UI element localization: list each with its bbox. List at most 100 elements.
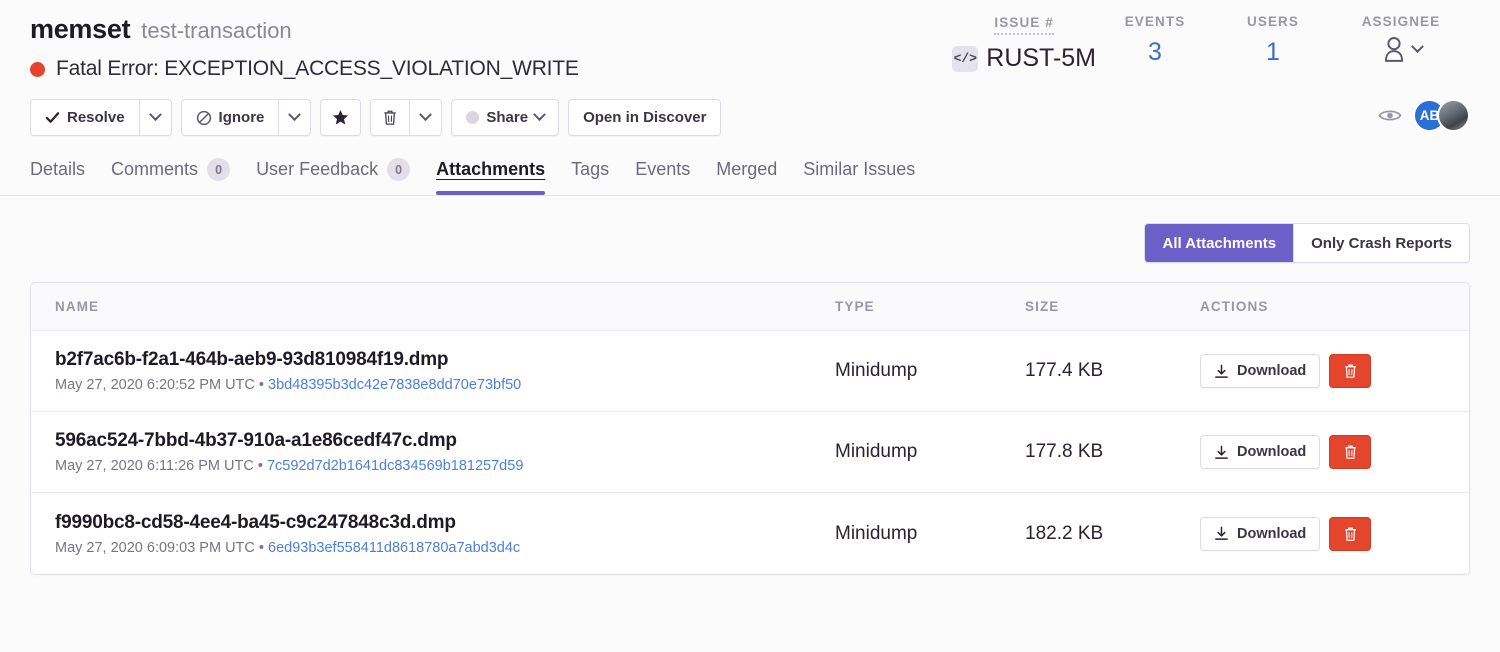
cell-name: b2f7ac6b-f2a1-464b-aeb9-93d810984f19.dmp… bbox=[55, 349, 835, 393]
check-icon bbox=[45, 112, 60, 123]
issue-tabs: Details Comments 0 User Feedback 0 Attac… bbox=[0, 136, 1500, 196]
resolve-button-group: Resolve bbox=[30, 99, 172, 136]
user-outline-icon bbox=[1384, 37, 1403, 62]
ignore-button[interactable]: Ignore bbox=[180, 99, 280, 136]
header-type: TYPE bbox=[835, 299, 875, 314]
issue-right-tools: AB bbox=[1378, 99, 1470, 132]
chevron-down-icon bbox=[419, 108, 433, 122]
download-label: Download bbox=[1237, 444, 1307, 460]
download-button[interactable]: Download bbox=[1200, 354, 1321, 388]
chevron-down-icon bbox=[1410, 39, 1424, 53]
avatar-stack: AB bbox=[1413, 99, 1470, 132]
chevron-down-icon bbox=[288, 108, 302, 122]
star-icon bbox=[333, 109, 349, 125]
cell-name: 596ac524-7bbd-4b37-910a-a1e86cedf47c.dmp… bbox=[55, 430, 835, 474]
delete-attachment-button[interactable] bbox=[1329, 516, 1372, 551]
header-actions: ACTIONS bbox=[1200, 299, 1269, 314]
attachments-table-header: NAME TYPE SIZE ACTIONS bbox=[31, 283, 1469, 331]
delete-attachment-button[interactable] bbox=[1329, 435, 1372, 469]
metric-events-value[interactable]: 3 bbox=[1148, 38, 1162, 66]
cell-actions: Download bbox=[1200, 516, 1445, 551]
table-row: 596ac524-7bbd-4b37-910a-a1e86cedf47c.dmp… bbox=[31, 412, 1469, 493]
bookmark-button[interactable] bbox=[320, 99, 362, 136]
chevron-down-icon bbox=[148, 108, 162, 122]
issue-error-row: Fatal Error: EXCEPTION_ACCESS_VIOLATION_… bbox=[30, 57, 1470, 81]
trash-icon bbox=[1344, 364, 1356, 378]
meta-separator: • bbox=[257, 458, 263, 474]
cell-actions: Download bbox=[1200, 354, 1445, 388]
resolve-dropdown-button[interactable] bbox=[139, 99, 172, 136]
tab-details-label: Details bbox=[30, 159, 86, 179]
tab-attachments[interactable]: Attachments bbox=[436, 153, 546, 195]
issue-action-bar: Resolve Ignore bbox=[0, 81, 1500, 136]
delete-dropdown-button[interactable] bbox=[410, 99, 443, 136]
circle-dot-icon bbox=[466, 111, 480, 124]
metric-events: EVENTS 3 bbox=[1096, 14, 1214, 67]
filter-all-attachments[interactable]: All Attachments bbox=[1145, 224, 1294, 262]
cell-name: f9990bc8-cd58-4ee4-ba45-c9c247848c3d.dmp… bbox=[55, 512, 835, 556]
share-label: Share bbox=[486, 109, 529, 126]
issue-header: memset test-transaction Fatal Error: EXC… bbox=[0, 0, 1500, 81]
tab-merged[interactable]: Merged bbox=[716, 153, 777, 194]
tab-details[interactable]: Details bbox=[30, 153, 85, 194]
download-icon bbox=[1215, 526, 1228, 540]
attachment-meta: May 27, 2020 6:20:52 PM UTC • 3bd48395b3… bbox=[55, 377, 835, 393]
attachment-filename: f9990bc8-cd58-4ee4-ba45-c9c247848c3d.dmp bbox=[55, 511, 456, 533]
meta-separator: • bbox=[258, 539, 264, 556]
avatar-photo[interactable] bbox=[1437, 99, 1470, 132]
table-row: b2f7ac6b-f2a1-464b-aeb9-93d810984f19.dmp… bbox=[31, 331, 1469, 412]
resolve-button[interactable]: Resolve bbox=[30, 99, 140, 136]
tab-similar-issues[interactable]: Similar Issues bbox=[803, 153, 915, 194]
metric-users-label: USERS bbox=[1246, 14, 1299, 29]
attachment-meta: May 27, 2020 6:09:03 PM UTC • 6ed93b3ef5… bbox=[55, 540, 835, 556]
tab-tags[interactable]: Tags bbox=[571, 153, 609, 194]
metric-users-value[interactable]: 1 bbox=[1266, 38, 1280, 66]
cell-actions: Download bbox=[1200, 435, 1445, 469]
download-button[interactable]: Download bbox=[1200, 516, 1321, 551]
issue-title-row: memset test-transaction bbox=[30, 14, 1470, 45]
attachment-event-link[interactable]: 3bd48395b3dc42e7838e8dd70e73bf50 bbox=[268, 377, 522, 393]
tab-merged-label: Merged bbox=[716, 159, 778, 179]
cell-type: Minidump bbox=[835, 441, 918, 462]
download-button[interactable]: Download bbox=[1200, 435, 1321, 469]
tab-user-feedback[interactable]: User Feedback 0 bbox=[256, 152, 411, 195]
chevron-down-icon bbox=[533, 108, 546, 122]
eye-icon[interactable] bbox=[1378, 107, 1402, 124]
cell-size: 177.4 KB bbox=[1025, 360, 1104, 381]
header-size: SIZE bbox=[1025, 299, 1060, 314]
tab-user-feedback-badge: 0 bbox=[387, 158, 411, 181]
attachment-filename: b2f7ac6b-f2a1-464b-aeb9-93d810984f19.dmp bbox=[55, 349, 449, 370]
metric-issue-value: RUST-5M bbox=[986, 44, 1096, 72]
metric-issue-value-wrap: </> RUST-5M bbox=[952, 44, 1096, 73]
attachment-filter-group: All Attachments Only Crash Reports bbox=[1144, 223, 1470, 263]
delete-button-group bbox=[370, 99, 443, 136]
filter-only-crash-reports[interactable]: Only Crash Reports bbox=[1293, 224, 1469, 262]
tab-tags-label: Tags bbox=[571, 159, 610, 179]
attachment-timestamp: May 27, 2020 6:20:52 PM UTC bbox=[55, 377, 255, 393]
tab-attachments-label: Attachments bbox=[436, 159, 546, 179]
meta-separator: • bbox=[258, 377, 264, 393]
trash-icon bbox=[384, 110, 397, 125]
tab-comments[interactable]: Comments 0 bbox=[111, 152, 231, 195]
header-name: NAME bbox=[55, 299, 100, 314]
cell-type: Minidump bbox=[835, 522, 918, 544]
delete-button[interactable] bbox=[370, 99, 411, 136]
error-dot-icon bbox=[30, 61, 45, 77]
attachment-event-link[interactable]: 6ed93b3ef558411d8618780a7abd3d4c bbox=[268, 539, 521, 556]
attachment-timestamp: May 27, 2020 6:09:03 PM UTC bbox=[55, 539, 255, 556]
attachment-filter-row: All Attachments Only Crash Reports bbox=[0, 196, 1500, 263]
assignee-selector[interactable] bbox=[1332, 35, 1470, 63]
issue-culprit: memset bbox=[30, 14, 131, 44]
metric-issue-label: ISSUE # bbox=[994, 15, 1054, 35]
ignore-label: Ignore bbox=[218, 109, 265, 126]
download-icon bbox=[1215, 364, 1228, 378]
tab-events[interactable]: Events bbox=[635, 153, 690, 194]
ignore-dropdown-button[interactable] bbox=[279, 99, 312, 136]
share-button[interactable]: Share bbox=[451, 99, 560, 136]
download-icon bbox=[1215, 445, 1228, 459]
open-in-discover-button[interactable]: Open in Discover bbox=[568, 99, 722, 136]
tab-similar-issues-label: Similar Issues bbox=[803, 159, 916, 179]
delete-attachment-button[interactable] bbox=[1329, 354, 1372, 388]
trash-icon bbox=[1344, 445, 1356, 459]
attachment-event-link[interactable]: 7c592d7d2b1641dc834569b181257d59 bbox=[266, 458, 524, 474]
